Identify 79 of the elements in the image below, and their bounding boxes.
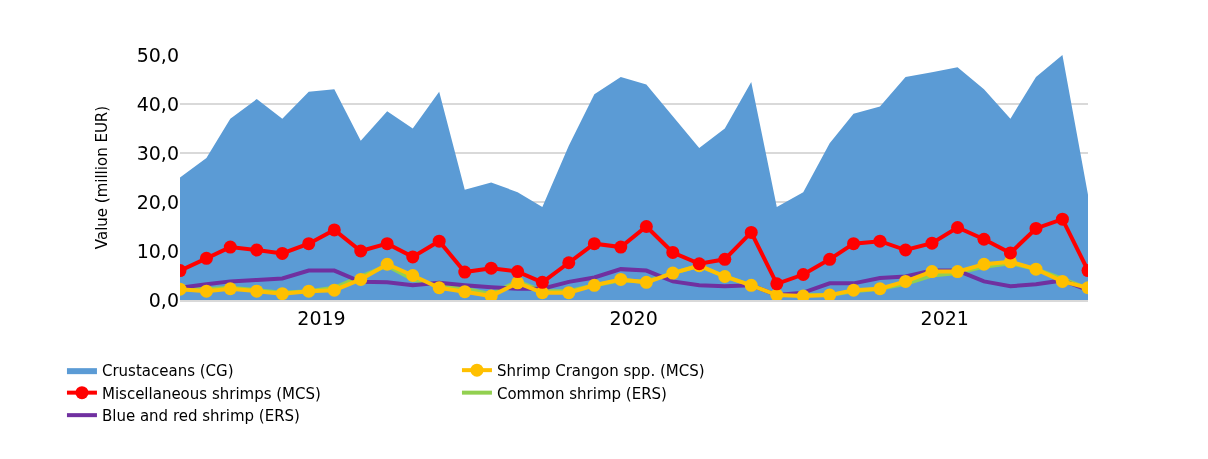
point [275, 246, 289, 260]
point [744, 278, 758, 292]
point [873, 234, 887, 248]
point [1003, 246, 1017, 260]
point [587, 237, 601, 251]
point [562, 286, 576, 300]
point [1055, 274, 1069, 288]
point [899, 243, 913, 257]
point [406, 250, 420, 264]
legend-label: Miscellaneous shrimps (MCS) [101, 384, 321, 403]
point [666, 266, 680, 280]
point [458, 285, 472, 299]
point [432, 234, 446, 248]
point [977, 257, 991, 271]
point [275, 287, 289, 300]
legend-label: Blue and red shrimp (ERS) [101, 407, 300, 425]
point [925, 236, 939, 250]
point [873, 282, 887, 296]
point [639, 220, 653, 233]
point [511, 276, 525, 290]
point [718, 269, 732, 283]
point [406, 269, 420, 282]
y-tick-label: 10,0 [136, 239, 179, 262]
legend-label: Crustaceans (CG) [101, 362, 234, 380]
point [614, 272, 628, 286]
y-tick-label: 30,0 [136, 141, 179, 164]
point [925, 265, 939, 279]
point [250, 284, 264, 298]
y-tick-label: 40,0 [136, 92, 179, 115]
point [458, 265, 472, 279]
point [1055, 212, 1069, 226]
point [327, 283, 341, 297]
point [199, 284, 213, 298]
legend-label: Common shrimp (ERS) [496, 384, 667, 403]
y-tick-label: 20,0 [136, 190, 179, 213]
point [380, 237, 394, 251]
point [223, 240, 237, 254]
point [847, 283, 861, 297]
point [951, 220, 965, 234]
point [380, 257, 394, 271]
point [899, 274, 913, 288]
point [587, 278, 601, 292]
point [1029, 221, 1043, 235]
x-tick-label: 2020 [609, 306, 658, 329]
point [1029, 262, 1043, 276]
point [823, 288, 837, 300]
point [639, 275, 653, 289]
point [199, 251, 213, 265]
point [977, 232, 991, 246]
point [302, 237, 316, 251]
point [562, 256, 576, 270]
point [823, 252, 837, 266]
y-axis-title: Value (million EUR) [92, 105, 111, 250]
point [484, 289, 498, 300]
point [354, 244, 368, 258]
point [535, 275, 549, 289]
point [432, 281, 446, 295]
point [847, 237, 861, 251]
point [250, 243, 264, 257]
point [302, 284, 316, 298]
point [511, 265, 525, 279]
point [718, 252, 732, 266]
x-tick-label: 2019 [297, 306, 346, 329]
y-tick-label: 0,0 [148, 288, 179, 311]
point [666, 245, 680, 259]
legend-label: Shrimp Crangon spp. (MCS) [496, 362, 705, 380]
point [796, 289, 810, 300]
point [951, 265, 965, 279]
point [354, 272, 368, 286]
y-tick-label: 50,0 [136, 43, 179, 66]
point [744, 225, 758, 239]
point [327, 223, 341, 237]
point [223, 282, 237, 296]
point [484, 261, 498, 275]
point [770, 288, 784, 300]
point [770, 277, 784, 291]
x-tick-label: 2021 [920, 306, 969, 329]
point [614, 240, 628, 254]
point [796, 268, 810, 282]
